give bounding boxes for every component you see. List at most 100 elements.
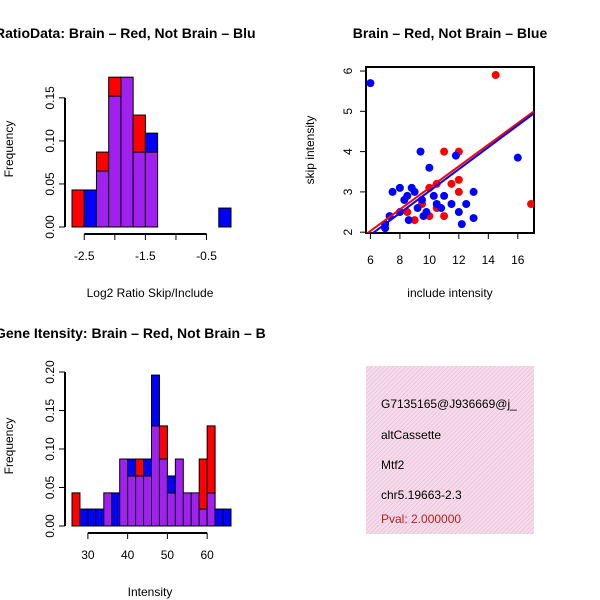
scatter-point-blue-28 (457, 220, 466, 229)
hist-2-bar-blue-5 (111, 492, 121, 527)
hist-0-bar-red-5 (132, 114, 146, 153)
hist-2-y-tick-label-4: 0.20 (43, 360, 57, 384)
scatter-point-blue-25 (400, 195, 409, 204)
hist-0-bar-overlap-4 (120, 76, 134, 228)
hist-2-bar-red-17 (206, 425, 216, 494)
scatter-point-blue-23 (469, 214, 478, 223)
hist-0-bar-overlap-2 (95, 170, 110, 228)
scatter-xlabel: include intensity (407, 286, 492, 300)
scatter-point-blue-26 (419, 212, 428, 221)
info-location: chr5.19663-2.3 (381, 488, 462, 502)
hist-2-y-tick-label-3: 0.15 (43, 398, 57, 422)
scatter-point-red-1 (527, 199, 534, 208)
scatter-panel: Brain – Red, Not Brain – Blue 6 8 10 12 14 16… (303, 25, 547, 300)
scatter-plot-area (366, 71, 534, 233)
hist-2-bar-overlap-15 (190, 492, 200, 527)
scatter-point-red-5 (454, 175, 463, 184)
info-box (366, 366, 534, 534)
scatter-point-blue-20 (429, 191, 438, 200)
scatter-fit-line-red (366, 110, 534, 233)
hist-2-bar-overlap-14 (182, 492, 192, 527)
scatter-point-blue-29 (407, 183, 416, 192)
scatter-x-tick-label-2: 10 (423, 253, 437, 267)
scatter-point-blue-22 (454, 208, 463, 217)
hist-2-bar-overlap-4 (103, 492, 113, 527)
hist-2-x-tick-label-1: 40 (121, 548, 135, 562)
scatter-y-tick-label-4: 6 (341, 67, 355, 74)
scatter-point-red-2 (440, 147, 449, 156)
scatter-x-tick-label-4: 14 (482, 253, 496, 267)
hist-0-bar-blue-6 (144, 132, 159, 153)
hist-0-bar-overlap-5 (132, 151, 146, 228)
hist-0-y-tick-label-3: 0.15 (43, 86, 57, 110)
info-panel: G7135165@J936669@j_ altCassette Mtf2 chr… (366, 366, 534, 534)
hist-2-bar-overlap-11 (158, 458, 168, 527)
scatter-point-blue-2 (425, 163, 434, 172)
hist-0-x-tick-label-1: -1.5 (135, 249, 156, 263)
histogram-intensity-title: Gene Itensity: Brain – Red, Not Brain – … (0, 325, 266, 341)
scatter-point-blue-4 (513, 153, 522, 162)
scatter-point-blue-27 (437, 204, 446, 213)
scatter-point-red-13 (410, 216, 419, 225)
scatter-point-red-11 (440, 212, 449, 221)
scatter-point-red-0 (491, 71, 500, 80)
hist-2-y-tick-label-1: 0.05 (43, 475, 57, 499)
histogram-intensity-ylabel: Frequency (2, 418, 16, 475)
hist-0-bar-red-2 (95, 151, 110, 172)
hist-2-bar-red-11 (158, 425, 168, 460)
hist-0-y-tick-label-0: 0.00 (43, 215, 57, 239)
scatter-x-tick-label-0: 6 (367, 253, 374, 267)
scatter-title: Brain – Red, Not Brain – Blue (353, 25, 548, 41)
scatter-point-blue-12 (462, 199, 471, 208)
hist-2-bar-red-16 (198, 458, 208, 510)
hist-2-bar-blue-19 (222, 508, 232, 527)
info-pval: Pval: 2.000000 (381, 512, 461, 526)
scatter-x-tick-label-1: 8 (397, 253, 404, 267)
scatter-x-tick-label-3: 12 (452, 253, 466, 267)
hist-2-bar-overlap-10 (151, 425, 160, 527)
hist-0-y-tick-label-2: 0.10 (43, 129, 57, 153)
info-gene: Mtf2 (381, 458, 405, 472)
hist-2-bar-overlap-17 (206, 492, 216, 527)
hist-2-bar-red-0 (71, 492, 81, 527)
hist-2-bar-overlap-16 (198, 508, 208, 527)
hist-2-bar-overlap-8 (135, 475, 145, 527)
hist-2-bar-blue-9 (143, 458, 153, 477)
hist-2-bar-overlap-13 (174, 458, 184, 527)
hist-0-bar-overlap-6 (144, 151, 159, 228)
hist-2-bar-overlap-6 (119, 458, 129, 527)
scatter-point-blue-21 (447, 199, 456, 208)
hist-0-bar-blue-12 (218, 207, 232, 228)
scatter-y-tick-label-2: 4 (341, 148, 355, 155)
scatter-point-blue-0 (366, 79, 375, 88)
hist-0-bar-overlap-3 (108, 95, 122, 228)
hist-2-bar-overlap-12 (166, 492, 176, 527)
hist-2-bar-blue-18 (214, 508, 224, 527)
histogram-ratio-title: RatioData: Brain – Red, Not Brain – Blu (0, 25, 256, 41)
scatter-point-blue-1 (416, 147, 425, 156)
scatter-point-blue-18 (413, 204, 422, 213)
scatter-point-red-4 (447, 179, 456, 188)
hist-2-bar-overlap-7 (127, 475, 137, 527)
info-id: G7135165@J936669@j_ (381, 397, 517, 411)
hist-0-x-tick-label-2: -0.5 (196, 249, 217, 263)
scatter-point-red-14 (454, 187, 463, 196)
info-event-type: altCassette (381, 428, 441, 442)
scatter-point-blue-17 (404, 216, 413, 225)
histogram-ratio-panel: RatioData: Brain – Red, Not Brain – Blu … (0, 25, 256, 300)
scatter-y-tick-label-3: 5 (341, 108, 355, 115)
scatter-ylabel: skip intensity (303, 116, 317, 185)
histogram-ratio-ylabel: Frequency (2, 121, 16, 178)
scatter-point-blue-5 (388, 187, 397, 196)
hist-2-x-tick-label-3: 60 (200, 548, 214, 562)
hist-2-x-tick-label-2: 50 (161, 548, 175, 562)
scatter-point-blue-11 (440, 191, 449, 200)
hist-2-bar-blue-2 (87, 508, 97, 527)
scatter-fit-line-blue (371, 112, 534, 233)
scatter-point-blue-13 (469, 187, 478, 196)
scatter-y-tick-label-1: 3 (341, 188, 355, 195)
hist-0-y-tick-label-1: 0.05 (43, 172, 57, 196)
hist-2-x-tick-label-0: 30 (81, 548, 95, 562)
hist-2-bar-red-8 (135, 458, 145, 477)
